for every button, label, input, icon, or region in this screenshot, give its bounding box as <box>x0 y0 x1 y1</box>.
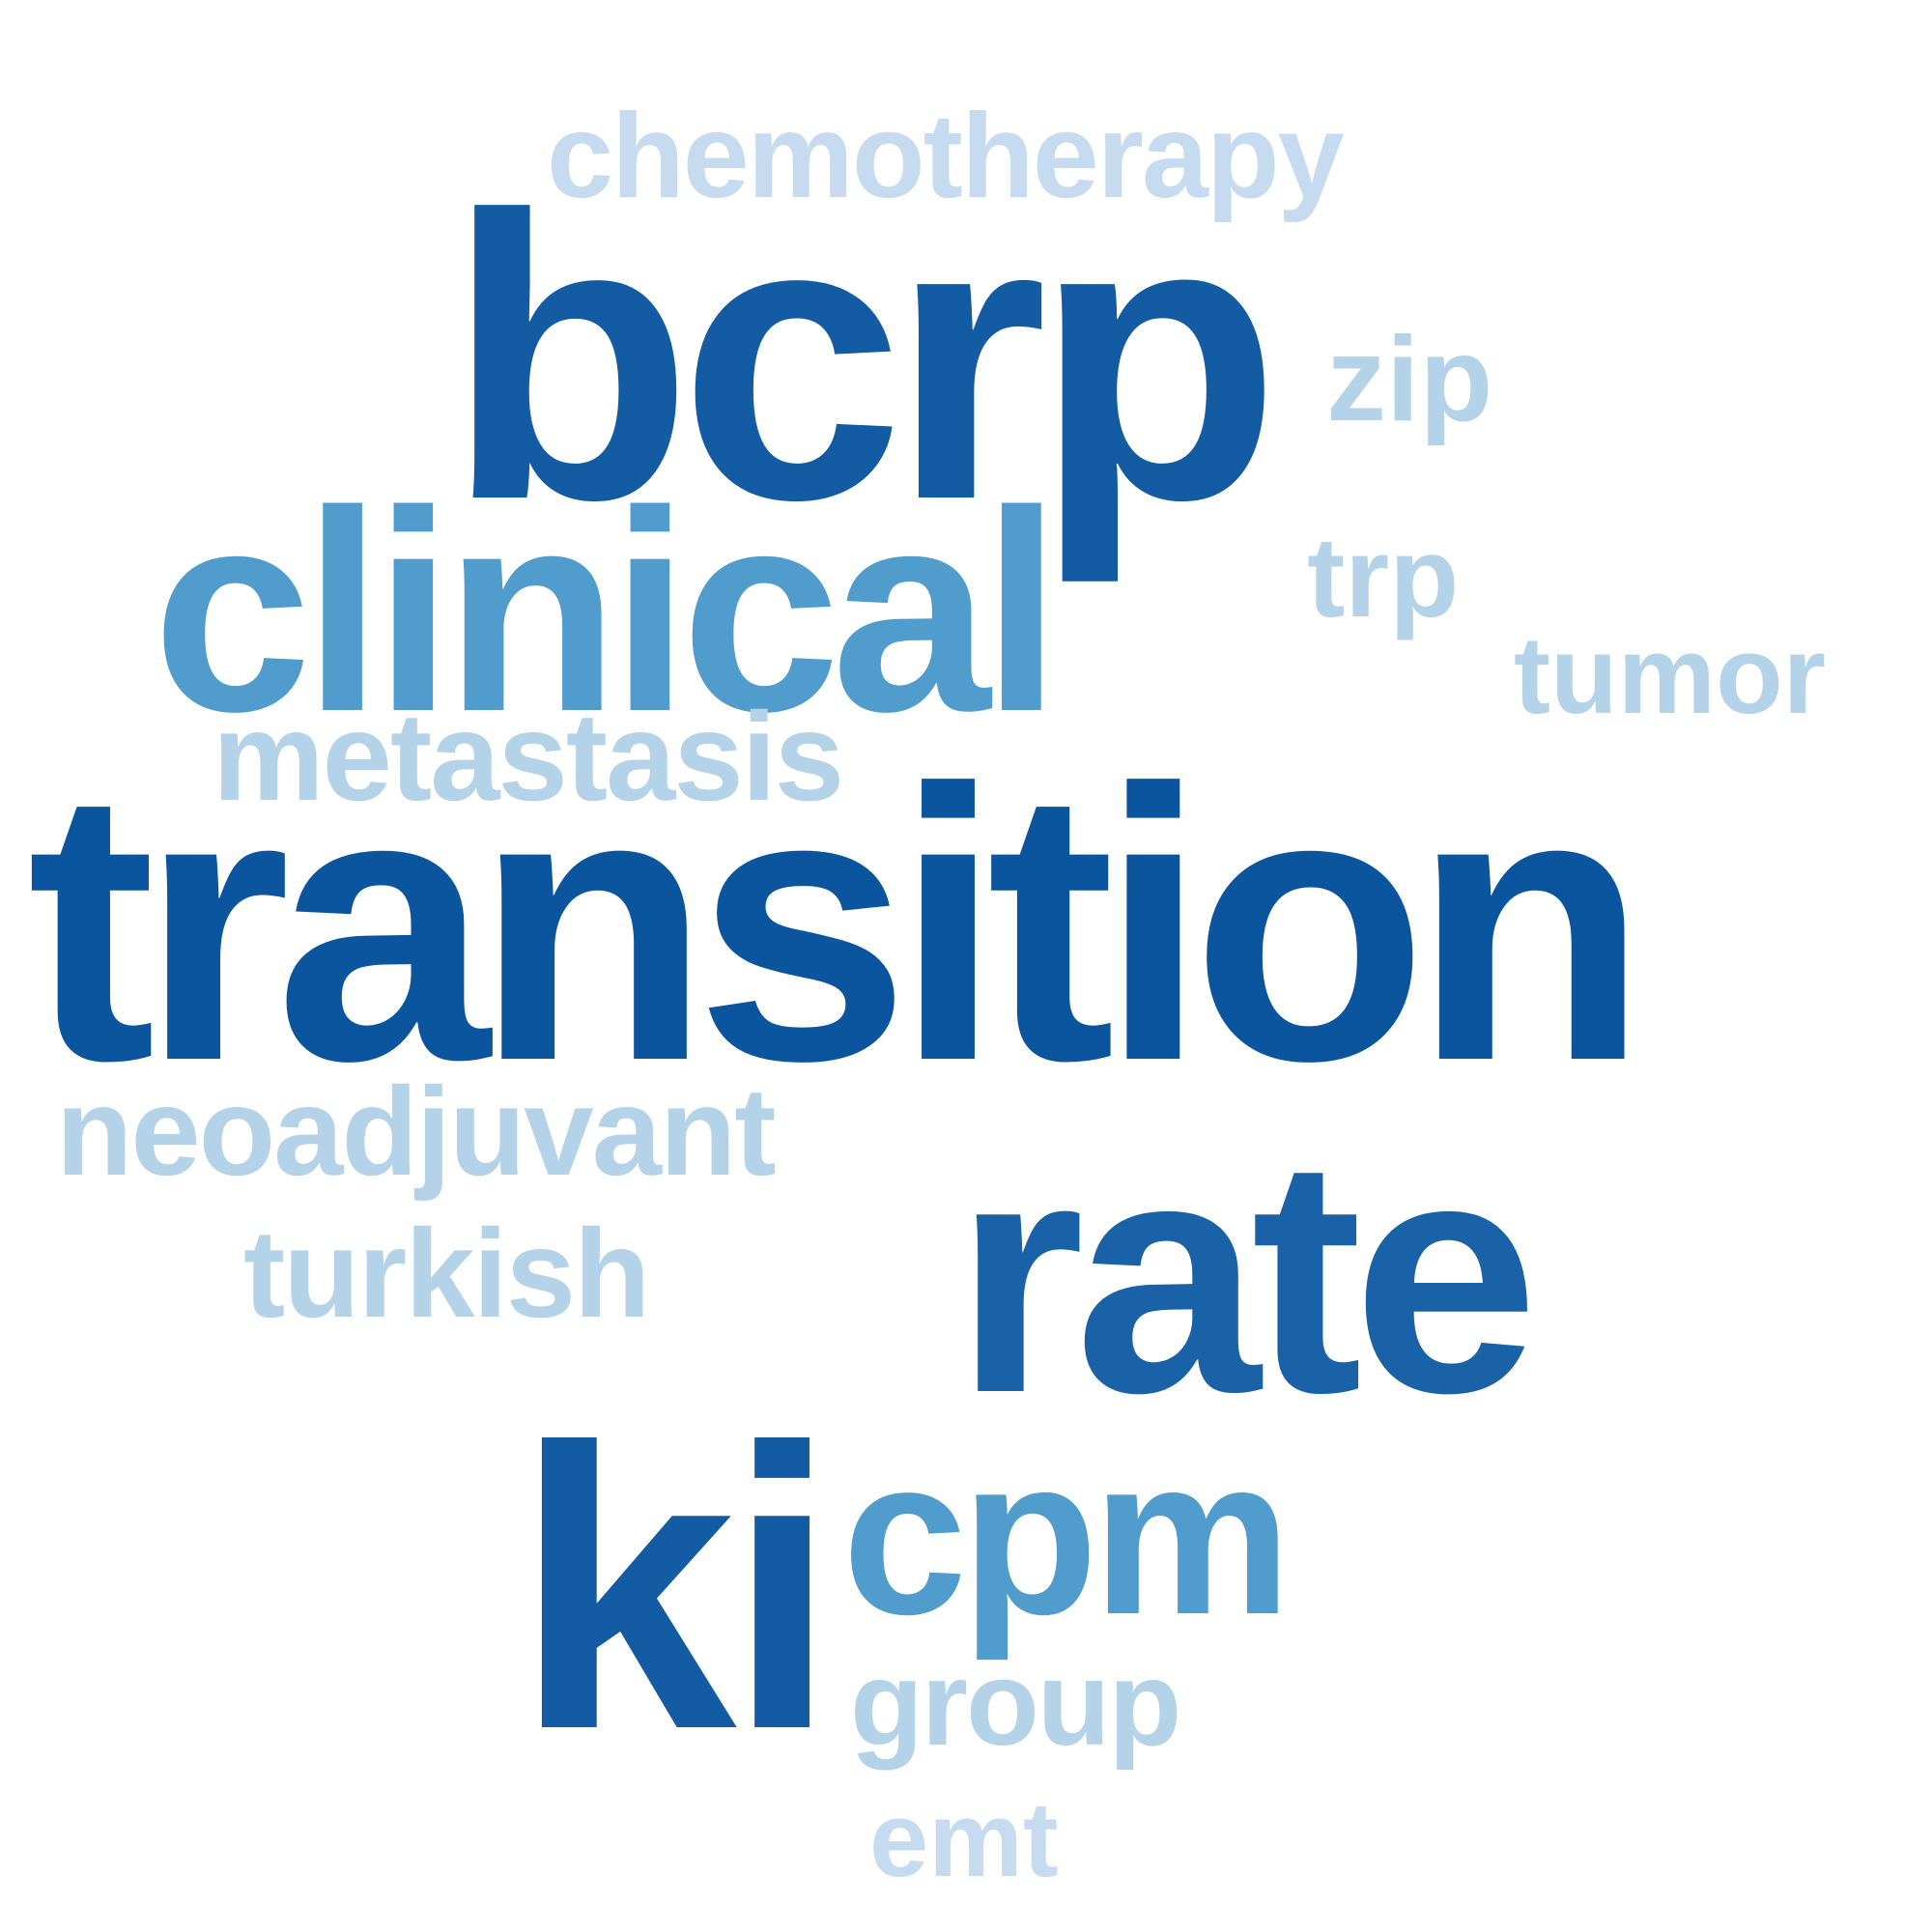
word-clinical: clinical <box>153 451 1062 771</box>
word-turkish: turkish <box>243 1203 650 1344</box>
word-bcrp: bcrp <box>446 132 1281 583</box>
word-trp: trp <box>1307 514 1460 641</box>
word-neoadjuvant: neoadjuvant <box>56 1061 777 1202</box>
word-cpm: cpm <box>842 1411 1292 1662</box>
word-emt: emt <box>869 1780 1059 1899</box>
word-metastasis: metastasis <box>213 686 844 827</box>
word-ki: ki <box>514 1365 838 1812</box>
word-tumor: tumor <box>1514 614 1826 737</box>
word-chemotherapy: chemotherapy <box>547 90 1345 223</box>
word-group: group <box>850 1637 1181 1771</box>
word-transition: transition <box>27 709 1648 1141</box>
word-rate: rate <box>954 1090 1539 1463</box>
word-zip: zip <box>1326 313 1493 446</box>
